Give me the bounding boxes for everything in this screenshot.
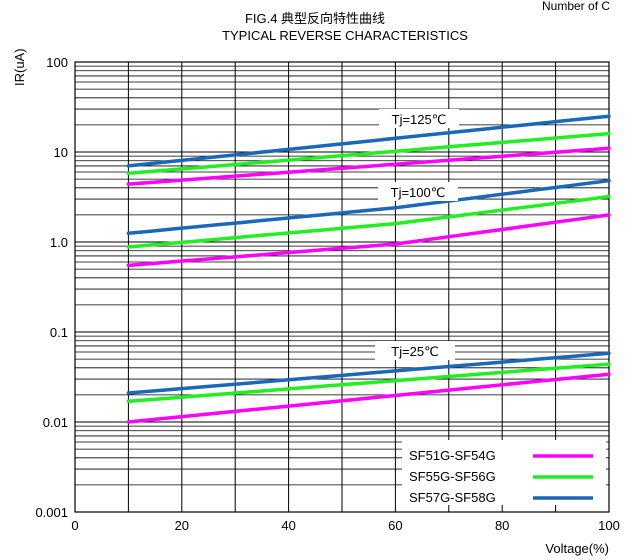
annotation-background: [375, 341, 455, 360]
legend-label: SF51G-SF54G: [409, 448, 496, 463]
series-curves: [126, 114, 611, 424]
x-tick-label: 20: [175, 518, 189, 533]
y-tick-label: 100: [46, 55, 68, 70]
series-line: [126, 131, 611, 176]
y-tick-label: 0.01: [43, 415, 68, 430]
series-line: [126, 372, 611, 424]
y-tick-label: 0.1: [50, 325, 68, 340]
series-line: [126, 178, 611, 236]
temperature-annotations: Tj=125℃ Tj=100℃ Tj=25℃: [375, 109, 459, 360]
temperature-annotation: Tj=25℃: [391, 344, 438, 359]
x-tick-labels: 0 20 40 60 80 100: [71, 518, 619, 533]
legend-background: [402, 440, 606, 505]
x-tick-label: 60: [388, 518, 402, 533]
y-tick-label: 10: [54, 145, 68, 160]
corner-text: Number of C: [542, 0, 610, 13]
x-axis-label: Voltage(%): [545, 541, 609, 556]
series-line: [126, 146, 611, 186]
y-tick-label: 1.0: [50, 235, 68, 250]
temperature-annotation: Tj=100℃: [391, 185, 446, 200]
legend-label: SF57G-SF58G: [409, 490, 496, 505]
chart-title-line2: TYPICAL REVERSE CHARACTERISTICS: [222, 28, 468, 43]
series-line: [126, 351, 611, 395]
y-axis-label: IR(uA): [12, 48, 27, 86]
y-tick-label: 0.001: [35, 505, 68, 520]
y-tick-labels: 0.001 0.01 0.1 1.0 10 100: [35, 55, 68, 520]
series-line: [126, 213, 611, 268]
x-tick-label: 100: [598, 518, 620, 533]
series-line: [126, 194, 611, 249]
annotation-background: [378, 182, 458, 201]
series-line: [126, 362, 611, 404]
x-tick-label: 0: [71, 518, 78, 533]
series-line: [126, 114, 611, 168]
x-tick-label: 40: [281, 518, 295, 533]
legend: SF51G-SF54G SF55G-SF56G SF57G-SF58G: [402, 440, 606, 505]
chart-title-line1: FIG.4 典型反向特性曲线: [245, 11, 385, 26]
x-tick-label: 80: [495, 518, 509, 533]
annotation-background: [379, 109, 459, 128]
temperature-annotation: Tj=125℃: [392, 112, 447, 127]
plot-frame: [74, 61, 610, 513]
legend-label: SF55G-SF56G: [409, 469, 496, 484]
